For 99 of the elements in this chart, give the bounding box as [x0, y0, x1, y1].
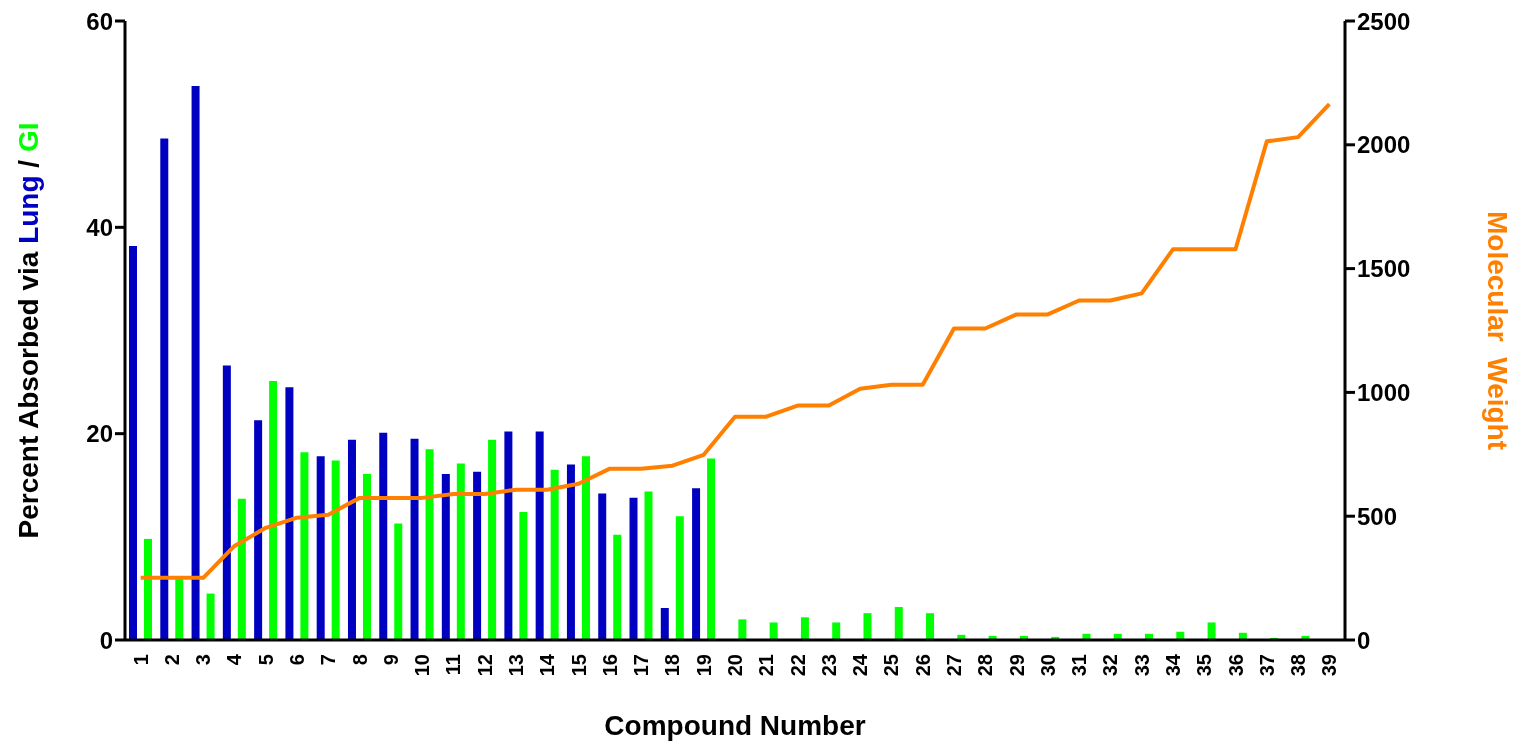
- x-tick-label: 6: [286, 654, 309, 666]
- y-tick-label: 20: [86, 420, 113, 448]
- bar: [144, 538, 152, 640]
- x-tick-label: 26: [911, 654, 934, 677]
- bar: [222, 365, 231, 640]
- x-tick-label: 2: [160, 654, 183, 666]
- bar: [894, 606, 903, 640]
- bar: [488, 439, 497, 640]
- x-tick-label: 16: [598, 654, 621, 677]
- y2-tick-label: 2000: [1357, 131, 1411, 159]
- x-tick-label: 32: [1099, 654, 1122, 677]
- x-tick-label: 23: [817, 654, 840, 677]
- x-tick-label: 18: [661, 654, 684, 677]
- x-tick-label: 7: [317, 654, 340, 666]
- x-tick-label: 38: [1287, 654, 1310, 677]
- bar: [456, 463, 465, 640]
- bar: [425, 449, 434, 640]
- bar: [1207, 622, 1216, 640]
- bar: [598, 493, 607, 640]
- bar: [504, 431, 513, 640]
- bar: [331, 460, 340, 640]
- bar: [566, 464, 575, 640]
- bar: [206, 593, 215, 640]
- x-tick-label: 37: [1255, 654, 1278, 677]
- bar: [473, 471, 482, 640]
- bar: [394, 523, 403, 640]
- x-tick-label: 24: [849, 653, 872, 677]
- x-tick-label: 14: [536, 653, 559, 677]
- bar: [707, 458, 716, 640]
- bar: [692, 488, 701, 640]
- bar: [800, 617, 809, 640]
- y-tick-label: 60: [86, 7, 113, 35]
- x-tick-label: 22: [786, 654, 809, 677]
- x-tick-label: 3: [192, 654, 215, 666]
- x-tick-label: 36: [1224, 654, 1247, 677]
- y-tick-label: 40: [86, 213, 113, 241]
- bar: [347, 439, 356, 640]
- bar: [535, 431, 544, 640]
- x-tick-label: 34: [1161, 653, 1184, 677]
- bar: [254, 420, 263, 640]
- bar: [175, 578, 184, 640]
- bar: [613, 534, 622, 640]
- bar: [379, 432, 388, 640]
- x-tick-label: 33: [1130, 654, 1153, 677]
- y2-axis-title: Molecular Weight: [1482, 210, 1513, 451]
- x-tick-label: 28: [974, 654, 997, 677]
- x-tick-label: 30: [1036, 654, 1059, 677]
- bar: [629, 497, 638, 640]
- bar: [441, 473, 450, 640]
- bar: [832, 622, 841, 640]
- x-tick-label: 8: [348, 654, 371, 666]
- x-tick-label: 17: [630, 654, 653, 677]
- bar: [863, 613, 872, 640]
- x-tick-label: 19: [692, 654, 715, 677]
- x-tick-label: 39: [1318, 654, 1341, 677]
- x-axis-title: Compound Number: [604, 710, 866, 741]
- bar: [769, 622, 778, 640]
- bar: [129, 245, 137, 640]
- x-tick-label: 13: [505, 654, 528, 677]
- x-tick-label: 1: [129, 654, 152, 666]
- bar: [738, 619, 747, 640]
- bar: [926, 613, 935, 640]
- x-tick-label: 15: [567, 654, 590, 677]
- x-tick-label: 35: [1193, 654, 1216, 677]
- bar: [160, 138, 169, 640]
- x-tick-label: 31: [1068, 654, 1091, 677]
- bar: [660, 608, 669, 640]
- bar: [362, 473, 371, 640]
- bar: [644, 491, 653, 640]
- x-tick-label: 9: [379, 654, 402, 666]
- bar: [269, 381, 278, 640]
- y2-tick-label: 2500: [1357, 7, 1411, 35]
- bar: [581, 456, 590, 640]
- bar: [519, 512, 528, 640]
- bar: [316, 456, 325, 640]
- line-series: [138, 102, 1332, 580]
- bar: [550, 469, 559, 640]
- bar: [285, 387, 294, 640]
- bar: [237, 498, 246, 640]
- x-tick-label: 27: [942, 654, 965, 677]
- x-tick-label: 29: [1005, 654, 1028, 677]
- bar: [675, 516, 684, 640]
- y2-tick-label: 0: [1357, 626, 1371, 654]
- y2-tick-label: 1500: [1357, 255, 1411, 283]
- bar: [410, 438, 419, 640]
- x-tick-label: 20: [724, 654, 746, 677]
- bar: [191, 86, 200, 640]
- y2-tick-label: 1000: [1357, 378, 1411, 406]
- x-tick-label: 11: [442, 654, 465, 676]
- x-tick-label: 4: [223, 653, 246, 666]
- x-tick-label: 12: [473, 654, 496, 677]
- y-axis-title: Percent Absorbed via Lung / GI: [13, 122, 44, 539]
- x-tick-label: 10: [411, 654, 434, 677]
- bar: [300, 452, 309, 640]
- y2-tick-label: 500: [1357, 502, 1398, 530]
- x-tick-label: 5: [254, 654, 277, 666]
- x-tick-label: 21: [755, 654, 778, 677]
- y-tick-label: 0: [99, 626, 113, 654]
- x-tick-label: 25: [880, 654, 903, 677]
